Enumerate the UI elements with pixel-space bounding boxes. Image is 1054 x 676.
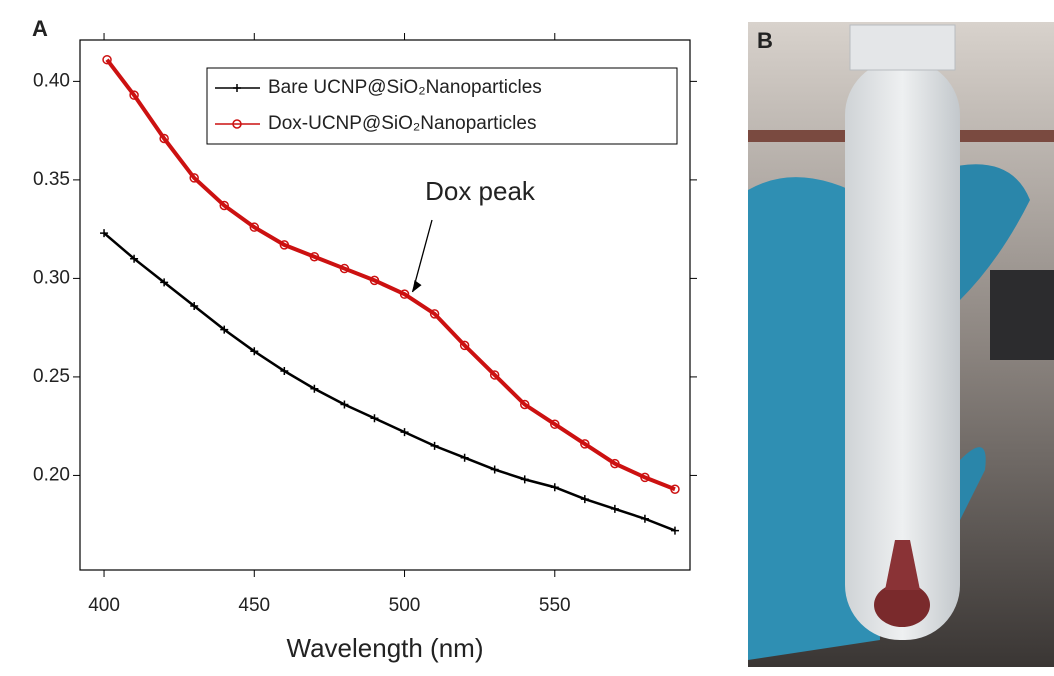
line <box>103 232 676 532</box>
marker <box>309 251 320 262</box>
y-tick-label: 0.35 <box>33 169 70 190</box>
photo <box>748 22 1054 667</box>
annotation: Dox peak <box>425 176 536 206</box>
marker <box>550 419 560 429</box>
marker <box>250 347 259 356</box>
marker <box>129 90 139 100</box>
marker <box>339 263 350 274</box>
series <box>102 54 680 494</box>
marker <box>460 453 469 462</box>
legend-marker <box>233 84 241 92</box>
x-tick-label: 500 <box>389 595 421 616</box>
marker <box>580 495 589 504</box>
marker <box>520 475 529 484</box>
marker <box>519 399 530 410</box>
marker <box>340 400 349 409</box>
marker <box>219 200 229 211</box>
y-tick-label: 0.25 <box>33 366 70 387</box>
series <box>100 229 679 535</box>
marker <box>490 465 499 474</box>
legend-box <box>206 67 678 145</box>
marker <box>159 133 169 144</box>
legend-marker <box>232 119 242 129</box>
marker <box>280 367 289 376</box>
legend-label: Dox-UCNP@SiO₂Nanoparticles <box>268 113 536 134</box>
marker <box>399 289 410 299</box>
marker <box>670 484 680 494</box>
marker <box>610 504 619 513</box>
marker <box>220 325 229 334</box>
marker <box>310 384 319 393</box>
marker <box>369 275 380 286</box>
marker <box>430 441 439 450</box>
x-axis-label: Wavelength (nm) <box>287 633 484 663</box>
marker <box>102 54 112 65</box>
x-tick-label: 400 <box>88 595 120 616</box>
marker <box>550 483 559 492</box>
line <box>105 58 676 492</box>
marker <box>130 254 139 263</box>
marker <box>489 370 500 380</box>
x-tick-label: 550 <box>539 595 571 616</box>
marker <box>580 439 590 449</box>
marker <box>610 458 620 469</box>
y-tick-label: 0.20 <box>33 464 70 485</box>
marker <box>459 340 470 351</box>
plot-frame <box>79 39 691 571</box>
y-tick-label: 0.40 <box>33 70 70 91</box>
panel-label: A <box>32 16 48 41</box>
marker <box>189 173 199 183</box>
annotation-arrow <box>411 219 433 293</box>
marker <box>429 309 440 319</box>
marker <box>160 278 169 287</box>
arrow-head <box>412 280 422 293</box>
legend-label: Bare UCNP@SiO₂Nanoparticles <box>268 77 542 98</box>
marker <box>640 472 650 483</box>
x-tick-label: 450 <box>238 595 270 616</box>
marker <box>100 229 109 238</box>
marker <box>249 222 260 232</box>
marker <box>400 428 409 437</box>
marker <box>670 526 679 535</box>
marker <box>370 414 379 423</box>
y-tick-label: 0.30 <box>33 267 70 288</box>
marker <box>640 514 649 523</box>
marker <box>279 240 290 250</box>
marker <box>190 301 199 310</box>
panel-label: B <box>757 28 773 53</box>
